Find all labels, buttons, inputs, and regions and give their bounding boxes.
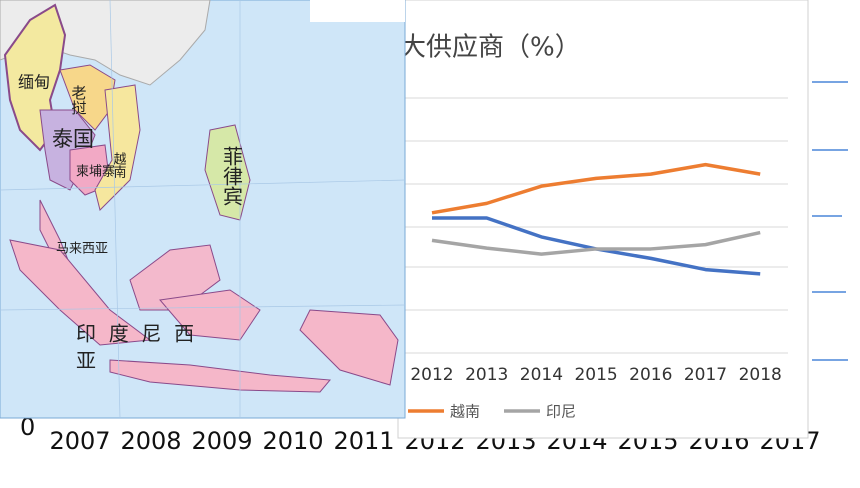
background-chart (812, 81, 848, 361)
map-grid (0, 304, 406, 311)
map-country (109, 359, 331, 393)
x-tick-label: 2015 (574, 365, 617, 385)
map-label: 马来西亚 (56, 242, 108, 257)
x-tick-label: 2017 (684, 365, 727, 385)
map-label: 菲律宾 (220, 146, 244, 206)
map-country (94, 84, 141, 211)
x-tick-label: 2014 (520, 365, 563, 385)
map-label: 越南 (111, 152, 127, 178)
map-label: 老挝 (70, 85, 88, 115)
x-tick-label: 2016 (629, 365, 672, 385)
chart-title: 大供应商（%） (400, 33, 581, 63)
map-corner (0, 0, 405, 22)
map-label: 印 度 尼 西 (76, 322, 194, 346)
map-grid (0, 179, 406, 191)
map-label: 缅甸 (18, 73, 50, 92)
legend-label: 越南 (450, 403, 480, 421)
map-country (129, 244, 221, 311)
bg-x-label: 2010 (262, 427, 323, 455)
series-line (431, 162, 761, 215)
series-line (431, 230, 761, 256)
bg-x-label: 2007 (49, 427, 110, 455)
map-country (9, 239, 152, 346)
map-label: 柬埔寨 (76, 164, 115, 180)
x-tick-label: 2018 (739, 365, 782, 385)
map (0, 0, 406, 419)
legend-label: 印尼 (546, 403, 576, 421)
x-tick-label: 2013 (465, 365, 508, 385)
map-label: 亚 (76, 349, 96, 373)
bg-x-label: 2009 (191, 427, 252, 455)
map-country (299, 309, 399, 386)
bg-x-label: 2008 (120, 427, 181, 455)
map-country (159, 289, 261, 341)
map-label: 泰国 (52, 127, 94, 151)
x-tick-label: 2012 (410, 365, 453, 385)
bg-zero-label: 0 (20, 413, 35, 441)
bg-x-label: 2011 (333, 427, 394, 455)
map-grid (109, 0, 121, 419)
